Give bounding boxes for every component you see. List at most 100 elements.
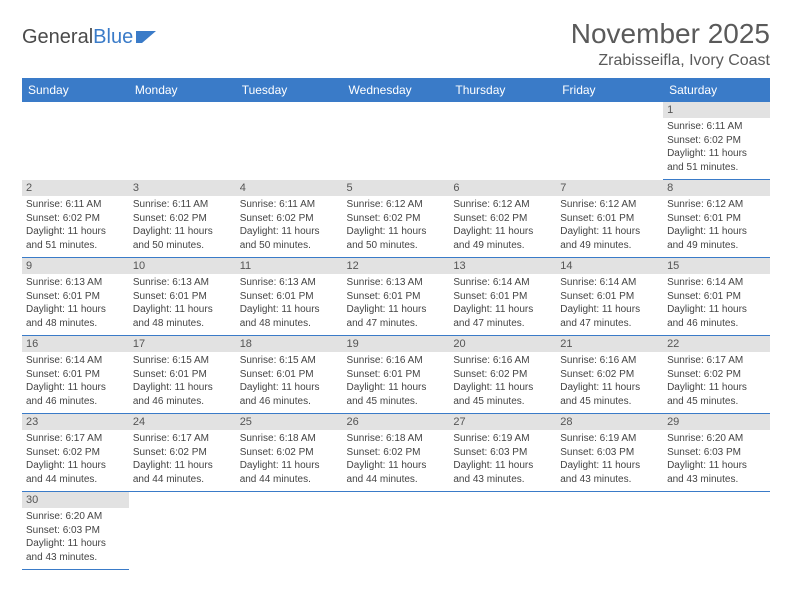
day-info: Sunrise: 6:15 AMSunset: 6:01 PMDaylight:… bbox=[133, 354, 232, 408]
day-info: Sunrise: 6:12 AMSunset: 6:01 PMDaylight:… bbox=[560, 198, 659, 252]
calendar-empty-cell bbox=[556, 102, 663, 180]
day-info: Sunrise: 6:20 AMSunset: 6:03 PMDaylight:… bbox=[26, 510, 125, 564]
day-number: 30 bbox=[22, 492, 129, 508]
day-cell: 2Sunrise: 6:11 AMSunset: 6:02 PMDaylight… bbox=[22, 180, 129, 258]
calendar-day-cell: 30 Sunrise: 6:20 AMSunset: 6:03 PMDayligh… bbox=[22, 492, 129, 570]
day-number: 13 bbox=[449, 258, 556, 274]
calendar-day-cell: 10Sunrise: 6:13 AMSunset: 6:01 PMDayligh… bbox=[129, 258, 236, 336]
day-number: 15 bbox=[663, 258, 770, 274]
day-number: 3 bbox=[129, 180, 236, 196]
day-info: Sunrise: 6:16 AMSunset: 6:01 PMDaylight:… bbox=[347, 354, 446, 408]
day-cell: 23Sunrise: 6:17 AMSunset: 6:02 PMDayligh… bbox=[22, 414, 129, 492]
day-info: Sunrise: 6:13 AMSunset: 6:01 PMDaylight:… bbox=[240, 276, 339, 330]
day-cell: 5Sunrise: 6:12 AMSunset: 6:02 PMDaylight… bbox=[343, 180, 450, 258]
day-info: Sunrise: 6:12 AMSunset: 6:02 PMDaylight:… bbox=[453, 198, 552, 252]
calendar-day-cell: 13Sunrise: 6:14 AMSunset: 6:01 PMDayligh… bbox=[449, 258, 556, 336]
calendar-day-cell: 22 Sunrise: 6:17 AMSunset: 6:02 PMDayligh… bbox=[663, 336, 770, 414]
day-info: Sunrise: 6:17 AMSunset: 6:02 PMDaylight:… bbox=[667, 354, 766, 408]
calendar-day-cell: 17 Sunrise: 6:15 AMSunset: 6:01 PMDayligh… bbox=[129, 336, 236, 414]
day-info: Sunrise: 6:14 AMSunset: 6:01 PMDaylight:… bbox=[667, 276, 766, 330]
day-cell: 30 Sunrise: 6:20 AMSunset: 6:03 PMDayligh… bbox=[22, 492, 129, 570]
day-number: 10 bbox=[129, 258, 236, 274]
day-info: Sunrise: 6:11 AMSunset: 6:02 PMDaylight:… bbox=[240, 198, 339, 252]
header: GeneralBlue November 2025 Zrabisseifla, … bbox=[22, 18, 770, 70]
day-number: 7 bbox=[556, 180, 663, 196]
day-info: Sunrise: 6:12 AMSunset: 6:01 PMDaylight:… bbox=[667, 198, 766, 252]
day-number: 5 bbox=[343, 180, 450, 196]
location: Zrabisseifla, Ivory Coast bbox=[571, 52, 770, 70]
day-cell: 19Sunrise: 6:16 AMSunset: 6:01 PMDayligh… bbox=[343, 336, 450, 414]
day-cell: 11 Sunrise: 6:13 AMSunset: 6:01 PMDayligh… bbox=[236, 258, 343, 336]
calendar-week-row: 1Sunrise: 6:11 AMSunset: 6:02 PMDaylight… bbox=[22, 102, 770, 180]
day-number: 9 bbox=[22, 258, 129, 274]
calendar-day-cell: 25 Sunrise: 6:18 AMSunset: 6:02 PMDayligh… bbox=[236, 414, 343, 492]
logo-flag-icon bbox=[136, 29, 158, 45]
day-cell: 21Sunrise: 6:16 AMSunset: 6:02 PMDayligh… bbox=[556, 336, 663, 414]
day-info: Sunrise: 6:19 AMSunset: 6:03 PMDaylight:… bbox=[560, 432, 659, 486]
day-number: 24 bbox=[129, 414, 236, 430]
day-cell: 17 Sunrise: 6:15 AMSunset: 6:01 PMDayligh… bbox=[129, 336, 236, 414]
day-cell: 13Sunrise: 6:14 AMSunset: 6:01 PMDayligh… bbox=[449, 258, 556, 336]
calendar-day-cell: 14Sunrise: 6:14 AMSunset: 6:01 PMDayligh… bbox=[556, 258, 663, 336]
day-cell: 18Sunrise: 6:15 AMSunset: 6:01 PMDayligh… bbox=[236, 336, 343, 414]
day-number: 8 bbox=[663, 180, 770, 196]
day-cell: 8 Sunrise: 6:12 AMSunset: 6:01 PMDaylight… bbox=[663, 180, 770, 258]
day-number: 22 bbox=[663, 336, 770, 352]
day-number: 25 bbox=[236, 414, 343, 430]
weekday-header: Wednesday bbox=[343, 78, 450, 102]
calendar-empty-cell bbox=[663, 492, 770, 570]
day-number: 12 bbox=[343, 258, 450, 274]
weekday-header: Sunday bbox=[22, 78, 129, 102]
calendar-day-cell: 19Sunrise: 6:16 AMSunset: 6:01 PMDayligh… bbox=[343, 336, 450, 414]
calendar-day-cell: 7 Sunrise: 6:12 AMSunset: 6:01 PMDaylight… bbox=[556, 180, 663, 258]
calendar-week-row: 2Sunrise: 6:11 AMSunset: 6:02 PMDaylight… bbox=[22, 180, 770, 258]
day-number: 18 bbox=[236, 336, 343, 352]
day-cell: 20Sunrise: 6:16 AMSunset: 6:02 PMDayligh… bbox=[449, 336, 556, 414]
logo: GeneralBlue bbox=[22, 18, 158, 49]
calendar-day-cell: 16Sunrise: 6:14 AMSunset: 6:01 PMDayligh… bbox=[22, 336, 129, 414]
calendar-day-cell: 12Sunrise: 6:13 AMSunset: 6:01 PMDayligh… bbox=[343, 258, 450, 336]
calendar-empty-cell bbox=[22, 102, 129, 180]
weekday-header: Tuesday bbox=[236, 78, 343, 102]
day-cell: 26Sunrise: 6:18 AMSunset: 6:02 PMDayligh… bbox=[343, 414, 450, 492]
day-number: 6 bbox=[449, 180, 556, 196]
weekday-header: Saturday bbox=[663, 78, 770, 102]
calendar-empty-cell bbox=[449, 102, 556, 180]
day-number: 11 bbox=[236, 258, 343, 274]
day-number: 17 bbox=[129, 336, 236, 352]
day-number: 29 bbox=[663, 414, 770, 430]
day-info: Sunrise: 6:13 AMSunset: 6:01 PMDaylight:… bbox=[26, 276, 125, 330]
calendar-week-row: 23Sunrise: 6:17 AMSunset: 6:02 PMDayligh… bbox=[22, 414, 770, 492]
calendar-body: 1Sunrise: 6:11 AMSunset: 6:02 PMDaylight… bbox=[22, 102, 770, 570]
day-cell: 7 Sunrise: 6:12 AMSunset: 6:01 PMDaylight… bbox=[556, 180, 663, 258]
day-cell: 3 Sunrise: 6:11 AMSunset: 6:02 PMDaylight… bbox=[129, 180, 236, 258]
weekday-header: Monday bbox=[129, 78, 236, 102]
day-cell: 15 Sunrise: 6:14 AMSunset: 6:01 PMDayligh… bbox=[663, 258, 770, 336]
calendar-empty-cell bbox=[343, 102, 450, 180]
calendar-document: GeneralBlue November 2025 Zrabisseifla, … bbox=[0, 0, 792, 570]
day-cell: 9 Sunrise: 6:13 AMSunset: 6:01 PMDaylight… bbox=[22, 258, 129, 336]
day-number: 14 bbox=[556, 258, 663, 274]
calendar-day-cell: 21Sunrise: 6:16 AMSunset: 6:02 PMDayligh… bbox=[556, 336, 663, 414]
day-number: 21 bbox=[556, 336, 663, 352]
calendar-day-cell: 26Sunrise: 6:18 AMSunset: 6:02 PMDayligh… bbox=[343, 414, 450, 492]
day-cell: 6 Sunrise: 6:12 AMSunset: 6:02 PMDaylight… bbox=[449, 180, 556, 258]
day-info: Sunrise: 6:18 AMSunset: 6:02 PMDaylight:… bbox=[240, 432, 339, 486]
day-info: Sunrise: 6:11 AMSunset: 6:02 PMDaylight:… bbox=[133, 198, 232, 252]
day-info: Sunrise: 6:17 AMSunset: 6:02 PMDaylight:… bbox=[133, 432, 232, 486]
calendar-day-cell: 11 Sunrise: 6:13 AMSunset: 6:01 PMDayligh… bbox=[236, 258, 343, 336]
logo-text-1: General bbox=[22, 26, 93, 49]
month-title: November 2025 bbox=[571, 18, 770, 50]
calendar-week-row: 30 Sunrise: 6:20 AMSunset: 6:03 PMDayligh… bbox=[22, 492, 770, 570]
calendar-empty-cell bbox=[236, 102, 343, 180]
calendar-empty-cell bbox=[129, 102, 236, 180]
day-cell: 27Sunrise: 6:19 AMSunset: 6:03 PMDayligh… bbox=[449, 414, 556, 492]
calendar-day-cell: 24 Sunrise: 6:17 AMSunset: 6:02 PMDayligh… bbox=[129, 414, 236, 492]
calendar-day-cell: 5Sunrise: 6:12 AMSunset: 6:02 PMDaylight… bbox=[343, 180, 450, 258]
calendar-day-cell: 23Sunrise: 6:17 AMSunset: 6:02 PMDayligh… bbox=[22, 414, 129, 492]
calendar-header-row: SundayMondayTuesdayWednesdayThursdayFrid… bbox=[22, 78, 770, 102]
calendar-empty-cell bbox=[129, 492, 236, 570]
day-cell: 28Sunrise: 6:19 AMSunset: 6:03 PMDayligh… bbox=[556, 414, 663, 492]
day-info: Sunrise: 6:11 AMSunset: 6:02 PMDaylight:… bbox=[667, 120, 766, 174]
calendar-day-cell: 2Sunrise: 6:11 AMSunset: 6:02 PMDaylight… bbox=[22, 180, 129, 258]
